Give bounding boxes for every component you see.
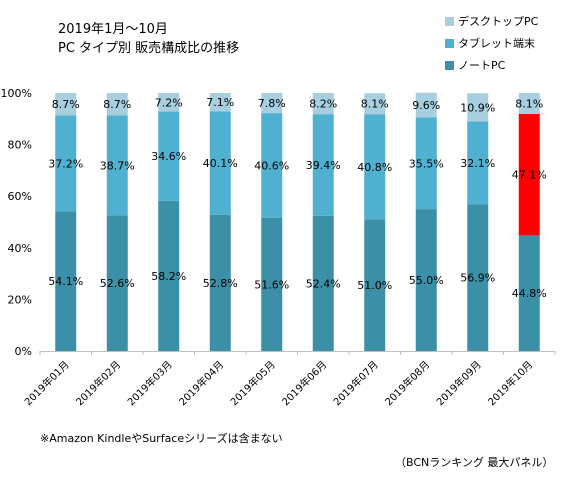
legend-swatch bbox=[445, 38, 454, 48]
bar-segment bbox=[55, 211, 77, 351]
bar-segment bbox=[312, 114, 334, 216]
bar-segment bbox=[106, 93, 128, 116]
bar-segment bbox=[518, 93, 540, 114]
legend-label: ノートPC bbox=[458, 59, 506, 72]
x-tick-label: 2019年06月 bbox=[279, 358, 329, 408]
data-label: 7.2% bbox=[155, 96, 183, 109]
data-label: 9.6% bbox=[412, 99, 440, 112]
x-tick-label: 2019年03月 bbox=[125, 358, 175, 408]
source-note: （BCNランキング 最大パネル） bbox=[395, 456, 554, 469]
data-label: 56.9% bbox=[460, 272, 495, 285]
bar-segment bbox=[158, 200, 180, 351]
bar-segment bbox=[364, 114, 386, 220]
data-label: 54.1% bbox=[48, 275, 83, 288]
bar-segment bbox=[55, 115, 77, 212]
x-tick-label: 2019年02月 bbox=[73, 358, 123, 408]
data-label: 40.8% bbox=[357, 161, 392, 174]
bar-segment bbox=[415, 117, 437, 210]
chart-title-line2: PC タイプ別 販売構成比の推移 bbox=[58, 41, 240, 56]
x-tick-label: 2019年04月 bbox=[176, 358, 226, 408]
data-label: 32.1% bbox=[460, 157, 495, 170]
y-tick-label: 100% bbox=[1, 87, 32, 100]
data-label: 8.1% bbox=[361, 98, 389, 111]
y-tick-label: 0% bbox=[15, 345, 32, 358]
data-label: 44.8% bbox=[512, 287, 547, 300]
legend-label: デスクトップPC bbox=[458, 15, 539, 28]
x-tick-label: 2019年07月 bbox=[331, 358, 381, 408]
data-label: 52.6% bbox=[100, 277, 135, 290]
data-label: 35.5% bbox=[409, 157, 444, 170]
bar-segment bbox=[55, 93, 77, 116]
data-label: 58.2% bbox=[151, 270, 186, 283]
data-label: 39.4% bbox=[306, 159, 341, 172]
data-label: 8.7% bbox=[52, 98, 80, 111]
data-label: 7.8% bbox=[258, 97, 286, 110]
y-tick-label: 20% bbox=[8, 293, 32, 306]
bar-segment bbox=[518, 113, 540, 236]
data-label: 7.1% bbox=[206, 96, 234, 109]
legend-item: ノートPC bbox=[445, 54, 538, 76]
legend-swatch bbox=[445, 16, 454, 26]
legend-item: タブレット端末 bbox=[445, 32, 538, 54]
bar-segment bbox=[415, 209, 437, 351]
bar-segment bbox=[467, 204, 489, 351]
bar-segment bbox=[415, 92, 437, 118]
data-label: 8.1% bbox=[515, 97, 543, 110]
data-label: 51.6% bbox=[254, 278, 289, 291]
x-tick-label: 2019年05月 bbox=[228, 358, 278, 408]
data-label: 40.6% bbox=[254, 159, 289, 172]
chart-legend: デスクトップPC タブレット端末 ノートPC bbox=[445, 10, 538, 76]
bar-segment bbox=[209, 214, 231, 351]
bar-segment bbox=[261, 217, 283, 351]
bar-segment bbox=[261, 93, 283, 114]
x-tick-label: 2019年08月 bbox=[382, 358, 432, 408]
legend-swatch bbox=[445, 60, 454, 70]
data-label: 40.1% bbox=[203, 157, 238, 170]
y-tick-label: 80% bbox=[8, 139, 32, 152]
data-label: 34.6% bbox=[151, 150, 186, 163]
bar-segment bbox=[158, 93, 180, 112]
bar-segment bbox=[209, 93, 231, 112]
bar-segment bbox=[518, 235, 540, 351]
data-label: 8.7% bbox=[103, 98, 131, 111]
y-tick-label: 40% bbox=[8, 242, 32, 255]
x-tick-label: 2019年10月 bbox=[485, 358, 535, 408]
data-label: 8.2% bbox=[309, 98, 337, 111]
y-tick-label: 60% bbox=[8, 190, 32, 203]
data-label: 38.7% bbox=[100, 159, 135, 172]
bar-segment bbox=[364, 93, 386, 115]
chart-title: 2019年1月〜10月 PC タイプ別 販売構成比の推移 bbox=[58, 20, 239, 58]
bar-segment bbox=[467, 93, 489, 122]
data-label: 52.4% bbox=[306, 277, 341, 290]
bar-segment bbox=[312, 93, 334, 115]
bar-segment bbox=[209, 111, 231, 215]
legend-label: タブレット端末 bbox=[458, 37, 535, 50]
data-label: 52.8% bbox=[203, 277, 238, 290]
bar-segment bbox=[312, 215, 334, 351]
bar-segment bbox=[106, 215, 128, 351]
data-label: 37.2% bbox=[48, 157, 83, 170]
bar-segment bbox=[364, 219, 386, 351]
x-tick-label: 2019年09月 bbox=[434, 358, 484, 408]
data-label: 47.1% bbox=[512, 169, 547, 182]
chart-title-line1: 2019年1月〜10月 bbox=[58, 22, 168, 37]
legend-item: デスクトップPC bbox=[445, 10, 538, 32]
bar-segment bbox=[467, 121, 489, 205]
data-label: 10.9% bbox=[460, 101, 495, 114]
bar-segment bbox=[158, 111, 180, 201]
footnote: ※Amazon KindleやSurfaceシリーズは含まない bbox=[40, 432, 283, 445]
data-label: 55.0% bbox=[409, 274, 444, 287]
bar-segment bbox=[261, 113, 283, 218]
x-tick-label: 2019年01月 bbox=[22, 358, 72, 408]
bar-segment bbox=[106, 115, 128, 216]
data-label: 51.0% bbox=[357, 279, 392, 292]
